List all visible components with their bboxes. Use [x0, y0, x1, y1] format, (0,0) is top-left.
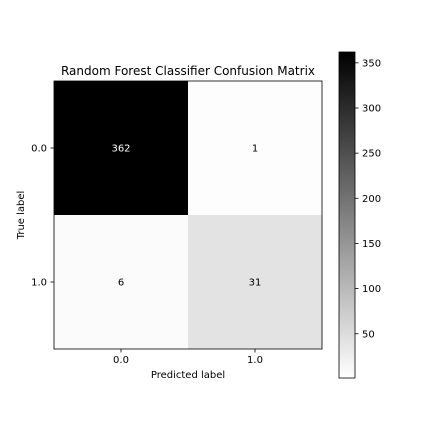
plot-frame — [53, 80, 323, 350]
matrix-cells: 362 1 6 31 — [54, 81, 322, 349]
colorbar-tick-label: 100 — [362, 284, 381, 295]
matrix-cell — [54, 81, 188, 215]
x-axis-ticks: 0.0 1.0 — [113, 349, 263, 366]
colorbar-tick-label: 300 — [362, 103, 381, 114]
colorbar-tick-label: 150 — [362, 239, 381, 250]
x-axis-title: Predicted label — [151, 370, 225, 381]
cell-value-label: 6 — [118, 278, 124, 289]
cell-value-label: 31 — [249, 278, 262, 289]
matrix-cell — [188, 81, 322, 215]
x-tick-label: 0.0 — [113, 355, 129, 366]
colorbar-ticks: 50 100 150 200 250 300 350 — [355, 58, 381, 340]
colorbar-tick-label: 50 — [362, 329, 375, 340]
colorbar-tick-label: 250 — [362, 149, 381, 160]
y-axis-ticks: 0.0 1.0 — [31, 144, 54, 289]
matrix-cell — [54, 215, 188, 349]
y-tick-label: 1.0 — [31, 278, 47, 289]
colorbar — [338, 51, 356, 379]
y-axis-title: True label — [16, 191, 27, 241]
cell-value-label: 362 — [111, 144, 130, 155]
colorbar-tick-label: 200 — [362, 194, 381, 205]
cell-value-label: 1 — [252, 144, 258, 155]
matrix-cell — [188, 215, 322, 349]
x-tick-label: 1.0 — [247, 355, 263, 366]
colorbar-tick-label: 350 — [362, 58, 381, 69]
chart-title: Random Forest Classifier Confusion Matri… — [61, 64, 315, 78]
y-tick-label: 0.0 — [31, 144, 47, 155]
